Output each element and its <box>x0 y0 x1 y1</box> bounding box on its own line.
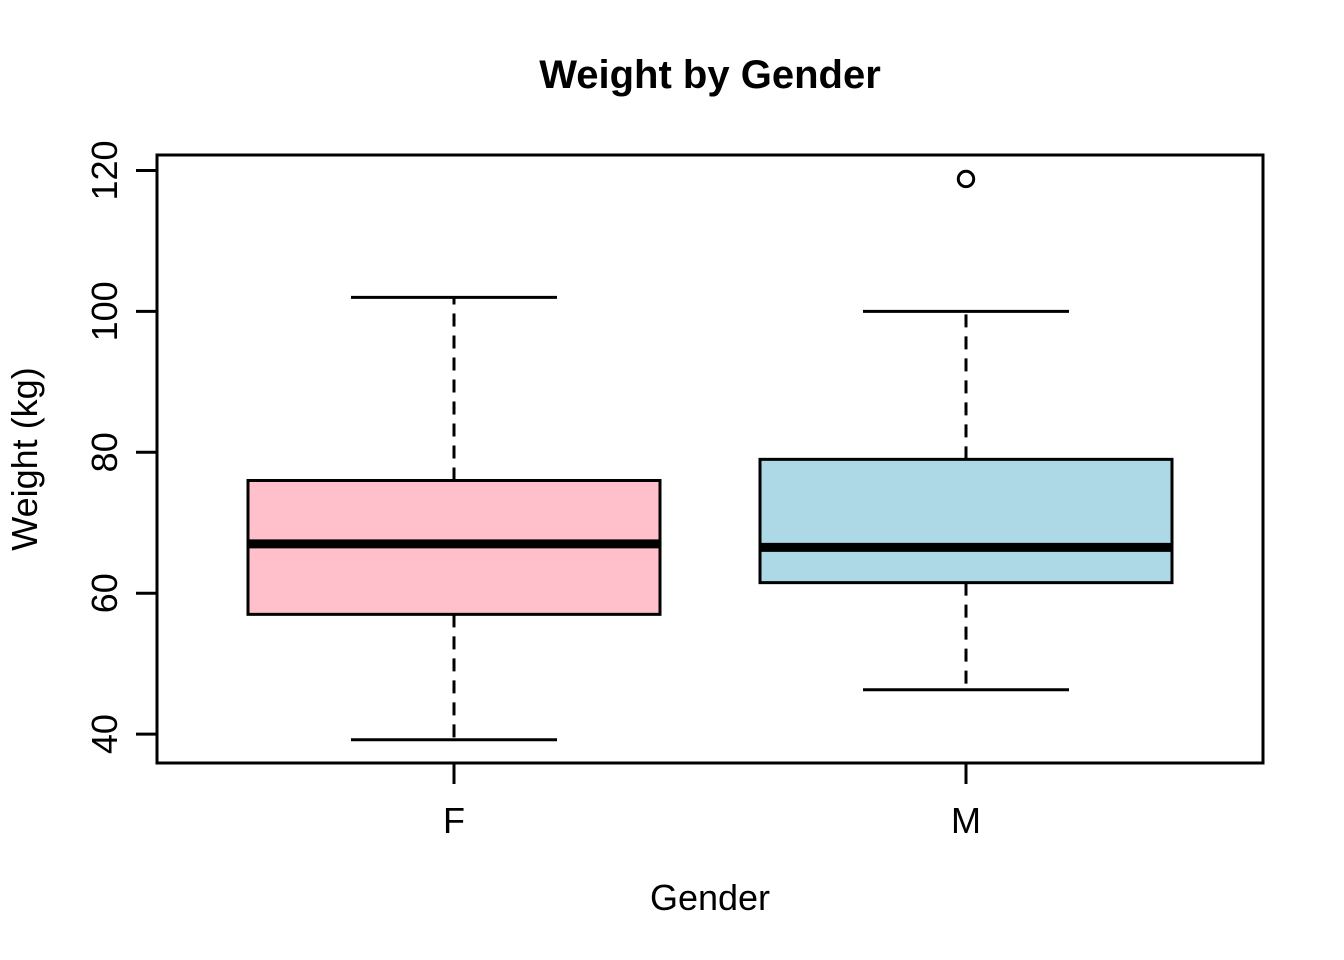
y-axis-tick-label: 40 <box>84 714 125 754</box>
outlier-M-0 <box>956 169 976 189</box>
y-axis-tick-label: 80 <box>84 432 125 472</box>
y-axis-tick-label: 120 <box>84 140 125 200</box>
chart-title: Weight by Gender <box>539 53 881 97</box>
y-axis-title: Weight (kg) <box>4 367 45 550</box>
x-axis-title: Gender <box>650 877 770 918</box>
box-M <box>758 457 1174 585</box>
x-axis-tick-label: F <box>443 800 465 841</box>
x-axis-tick-label: M <box>951 800 981 841</box>
y-axis-tick-label: 60 <box>84 573 125 613</box>
y-axis-tick-label: 100 <box>84 281 125 341</box>
